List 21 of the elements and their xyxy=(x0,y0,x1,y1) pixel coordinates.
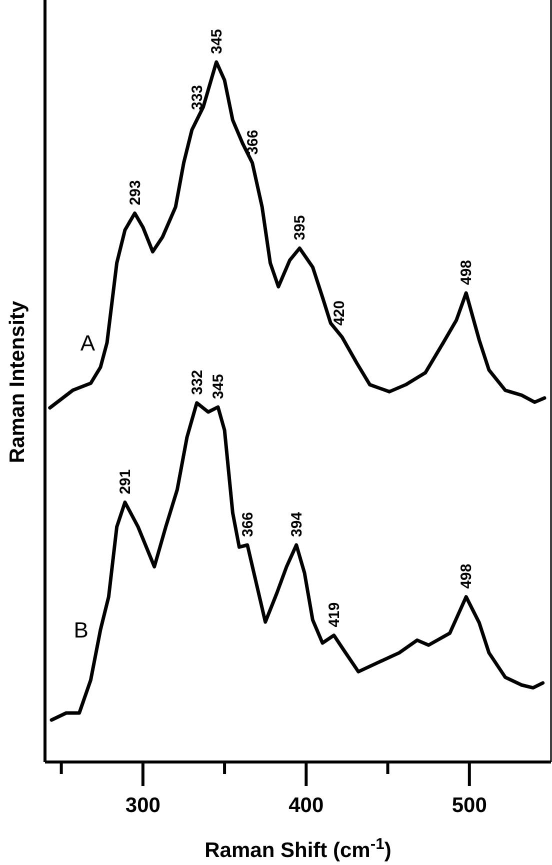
x-axis-title: Raman Shift (cm$^{-1}$) xyxy=(204,836,392,862)
annotation: 345 xyxy=(210,374,228,400)
annotation: 395 xyxy=(292,215,309,240)
annotation: 366 xyxy=(244,130,262,155)
annotation: 498 xyxy=(458,260,476,285)
annotation: 333 xyxy=(188,84,206,110)
annotation: 291 xyxy=(116,469,134,494)
annotation: 420 xyxy=(330,300,348,326)
series-label: B xyxy=(74,618,88,643)
series-label: A xyxy=(80,330,96,356)
annotation: 419 xyxy=(326,602,343,628)
x-tick-label: 500 xyxy=(452,794,487,817)
annotation: 498 xyxy=(458,564,476,589)
annotation: 332 xyxy=(188,370,206,395)
annotation: 366 xyxy=(239,512,256,537)
annotation: 345 xyxy=(208,28,226,54)
x-tick-label: 400 xyxy=(288,794,324,817)
annotation: 394 xyxy=(288,511,306,537)
annotation: 293 xyxy=(126,180,144,206)
y-axis-title: Raman Intensity xyxy=(6,300,29,464)
x-tick-label: 300 xyxy=(125,794,160,817)
